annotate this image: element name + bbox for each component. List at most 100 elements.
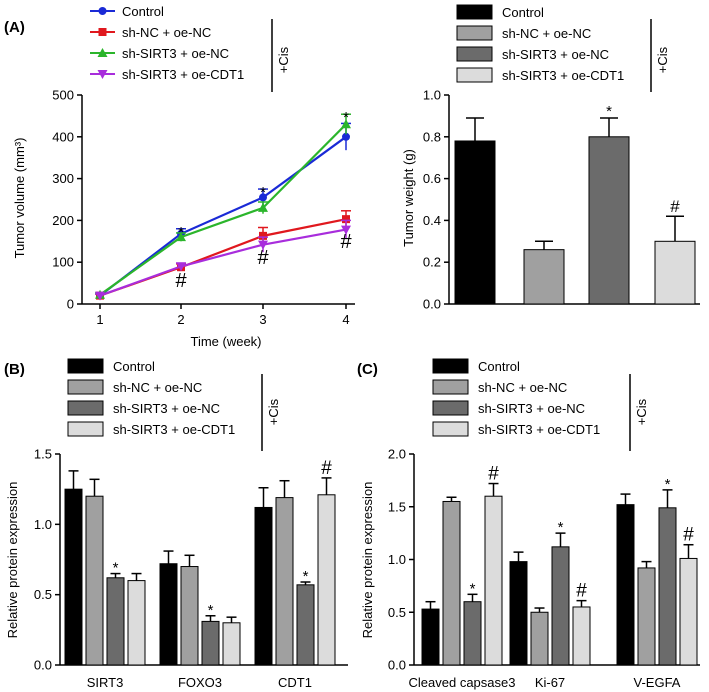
panel-letter-c: (C) [357, 361, 378, 378]
chart-b-legend-swatch [67, 358, 104, 374]
chart-a1-y-tick-label: 300 [52, 171, 74, 186]
bar-chart-c-s2-g2 [658, 507, 677, 666]
cis-label-a2: +Cis [655, 46, 670, 73]
data-point-s2-x3 [341, 119, 351, 129]
chart-a1-legend-marker [98, 28, 107, 36]
chart-a1-y-tick-label: 0 [67, 297, 74, 312]
chart-a1-legend-marker [97, 48, 108, 57]
bar-0 [454, 140, 496, 305]
chart-b-legend-label: sh-NC + oe-NC [113, 380, 202, 395]
data-point-s0-x3 [342, 132, 350, 141]
chart-c-y-tick-label: 0.0 [388, 658, 406, 673]
chart-b-legend-label: sh-SIRT3 + oe-NC [113, 401, 220, 416]
chart-b-ylabel: Relative protein expression [5, 482, 20, 639]
bar-chart-c-s1-g0 [442, 500, 461, 666]
chart-a1-annotation: * [178, 224, 184, 241]
bar-chart-b-s3-g1 [222, 622, 241, 666]
panel-letter-a: (A) [4, 19, 25, 36]
chart-c-legend-label: sh-NC + oe-NC [478, 380, 567, 395]
chart-c-mark: * [665, 476, 671, 493]
chart-a1-annotation: # [257, 247, 269, 269]
cis-label-c: +Cis [634, 398, 649, 425]
bar-chart-c-s3-g1 [572, 606, 591, 666]
bar-chart-c-s1-g1 [530, 611, 549, 666]
chart-b-mark: * [208, 602, 214, 619]
chart-a2-legend-label: sh-SIRT3 + oe-NC [502, 47, 609, 62]
chart-c-y-tick-label: 1.5 [388, 499, 406, 514]
chart-c-mark: # [576, 581, 587, 602]
bar-chart-c-s0-g2 [616, 504, 635, 666]
bar-chart-c-s0-g0 [421, 608, 440, 666]
chart-a2-mark: * [606, 103, 612, 120]
chart-c-y-tick-label: 2.0 [388, 447, 406, 462]
chart-a1-legend-label: sh-NC + oe-NC [122, 25, 211, 40]
series-line-3 [99, 228, 347, 297]
bar-chart-c-s2-g0 [463, 601, 482, 666]
chart-b-y-tick-label: 0.0 [34, 658, 52, 673]
chart-c-x-tick-label: V-EGFA [634, 675, 681, 690]
chart-a1-xlabel: Time (week) [190, 334, 261, 349]
chart-a1-x-tick-label: 4 [342, 312, 349, 327]
chart-a2-legend-label: Control [502, 5, 544, 20]
chart-a2-y-tick-label: 1.0 [423, 88, 441, 103]
bar-chart-b-s3-g0 [127, 580, 146, 666]
bar-chart-b-s2-g2 [296, 584, 315, 666]
chart-c-legend-label: sh-SIRT3 + oe-NC [478, 401, 585, 416]
chart-a1-y-tick-label: 200 [52, 213, 74, 228]
bar-chart-c-s0-g1 [509, 561, 528, 666]
chart-b-legend-swatch [67, 379, 104, 395]
bar-chart-b-s0-g1 [159, 563, 178, 666]
chart-a2-ylabel: Tumor weight (g) [401, 149, 416, 247]
chart-a2-legend-label: sh-SIRT3 + oe-CDT1 [502, 68, 624, 83]
chart-c-ylabel: Relative protein expression [360, 482, 375, 639]
chart-a1-annotation: * [260, 184, 266, 201]
bar-chart-c-s1-g2 [637, 567, 656, 666]
chart-a2-legend-swatch [456, 25, 493, 41]
chart-c-legend-swatch [432, 358, 469, 374]
data-point-s3-x1 [176, 262, 186, 272]
chart-c-legend-label: sh-SIRT3 + oe-CDT1 [478, 422, 600, 437]
chart-a1-y-tick-label: 100 [52, 255, 74, 270]
chart-b-legend-swatch [67, 400, 104, 416]
chart-b-mark: # [321, 458, 332, 479]
chart-a1-y-tick-label: 400 [52, 129, 74, 144]
chart-b-legend-label: Control [113, 359, 155, 374]
chart-c-mark: * [470, 580, 476, 597]
chart-b-legend-swatch [67, 421, 104, 437]
data-point-s1-x3 [342, 215, 350, 224]
chart-a1-annotation: # [175, 270, 187, 292]
chart-a1-x-tick-label: 3 [259, 312, 266, 327]
data-point-s2-x2 [258, 202, 268, 212]
cis-label-a1: +Cis [276, 46, 291, 73]
series-line-1 [99, 218, 347, 297]
chart-a2-legend-swatch [456, 67, 493, 83]
chart-a2-y-tick-label: 0.2 [423, 255, 441, 270]
chart-a2-y-tick-label: 0.8 [423, 129, 441, 144]
chart-b-x-tick-label: CDT1 [278, 675, 312, 690]
chart-a2-y-tick-label: 0.6 [423, 171, 441, 186]
chart-b-y-tick-label: 1.5 [34, 447, 52, 462]
chart-b-mark: * [113, 560, 119, 577]
chart-c-x-tick-label: Ki-67 [535, 675, 565, 690]
chart-a1-legend-label: sh-SIRT3 + oe-CDT1 [122, 67, 244, 82]
chart-c-legend-swatch [432, 421, 469, 437]
chart-b-x-tick-label: SIRT3 [87, 675, 124, 690]
chart-b-legend-label: sh-SIRT3 + oe-CDT1 [113, 422, 235, 437]
chart-a1-x-tick-label: 2 [177, 312, 184, 327]
chart-b-y-tick-label: 0.5 [34, 587, 52, 602]
chart-c-x-tick-label: Cleaved capsase3 [409, 675, 516, 690]
chart-a1-ylabel: Tumor volume (mm³) [12, 138, 27, 259]
chart-a1-annotation: * [343, 109, 349, 126]
bar-1 [523, 249, 565, 305]
bar-chart-b-s1-g0 [85, 495, 104, 666]
chart-a2-legend-swatch [456, 4, 493, 20]
chart-b-y-tick-label: 1.0 [34, 517, 52, 532]
chart-a1-legend-label: sh-SIRT3 + oe-NC [122, 46, 229, 61]
chart-a1-y-tick-label: 500 [52, 88, 74, 103]
chart-b-mark: * [303, 568, 309, 585]
data-point-s3-x2 [258, 240, 268, 250]
bar-chart-c-s2-g1 [551, 546, 570, 666]
chart-c-legend-swatch [432, 400, 469, 416]
panel-letter-b: (B) [4, 361, 25, 378]
